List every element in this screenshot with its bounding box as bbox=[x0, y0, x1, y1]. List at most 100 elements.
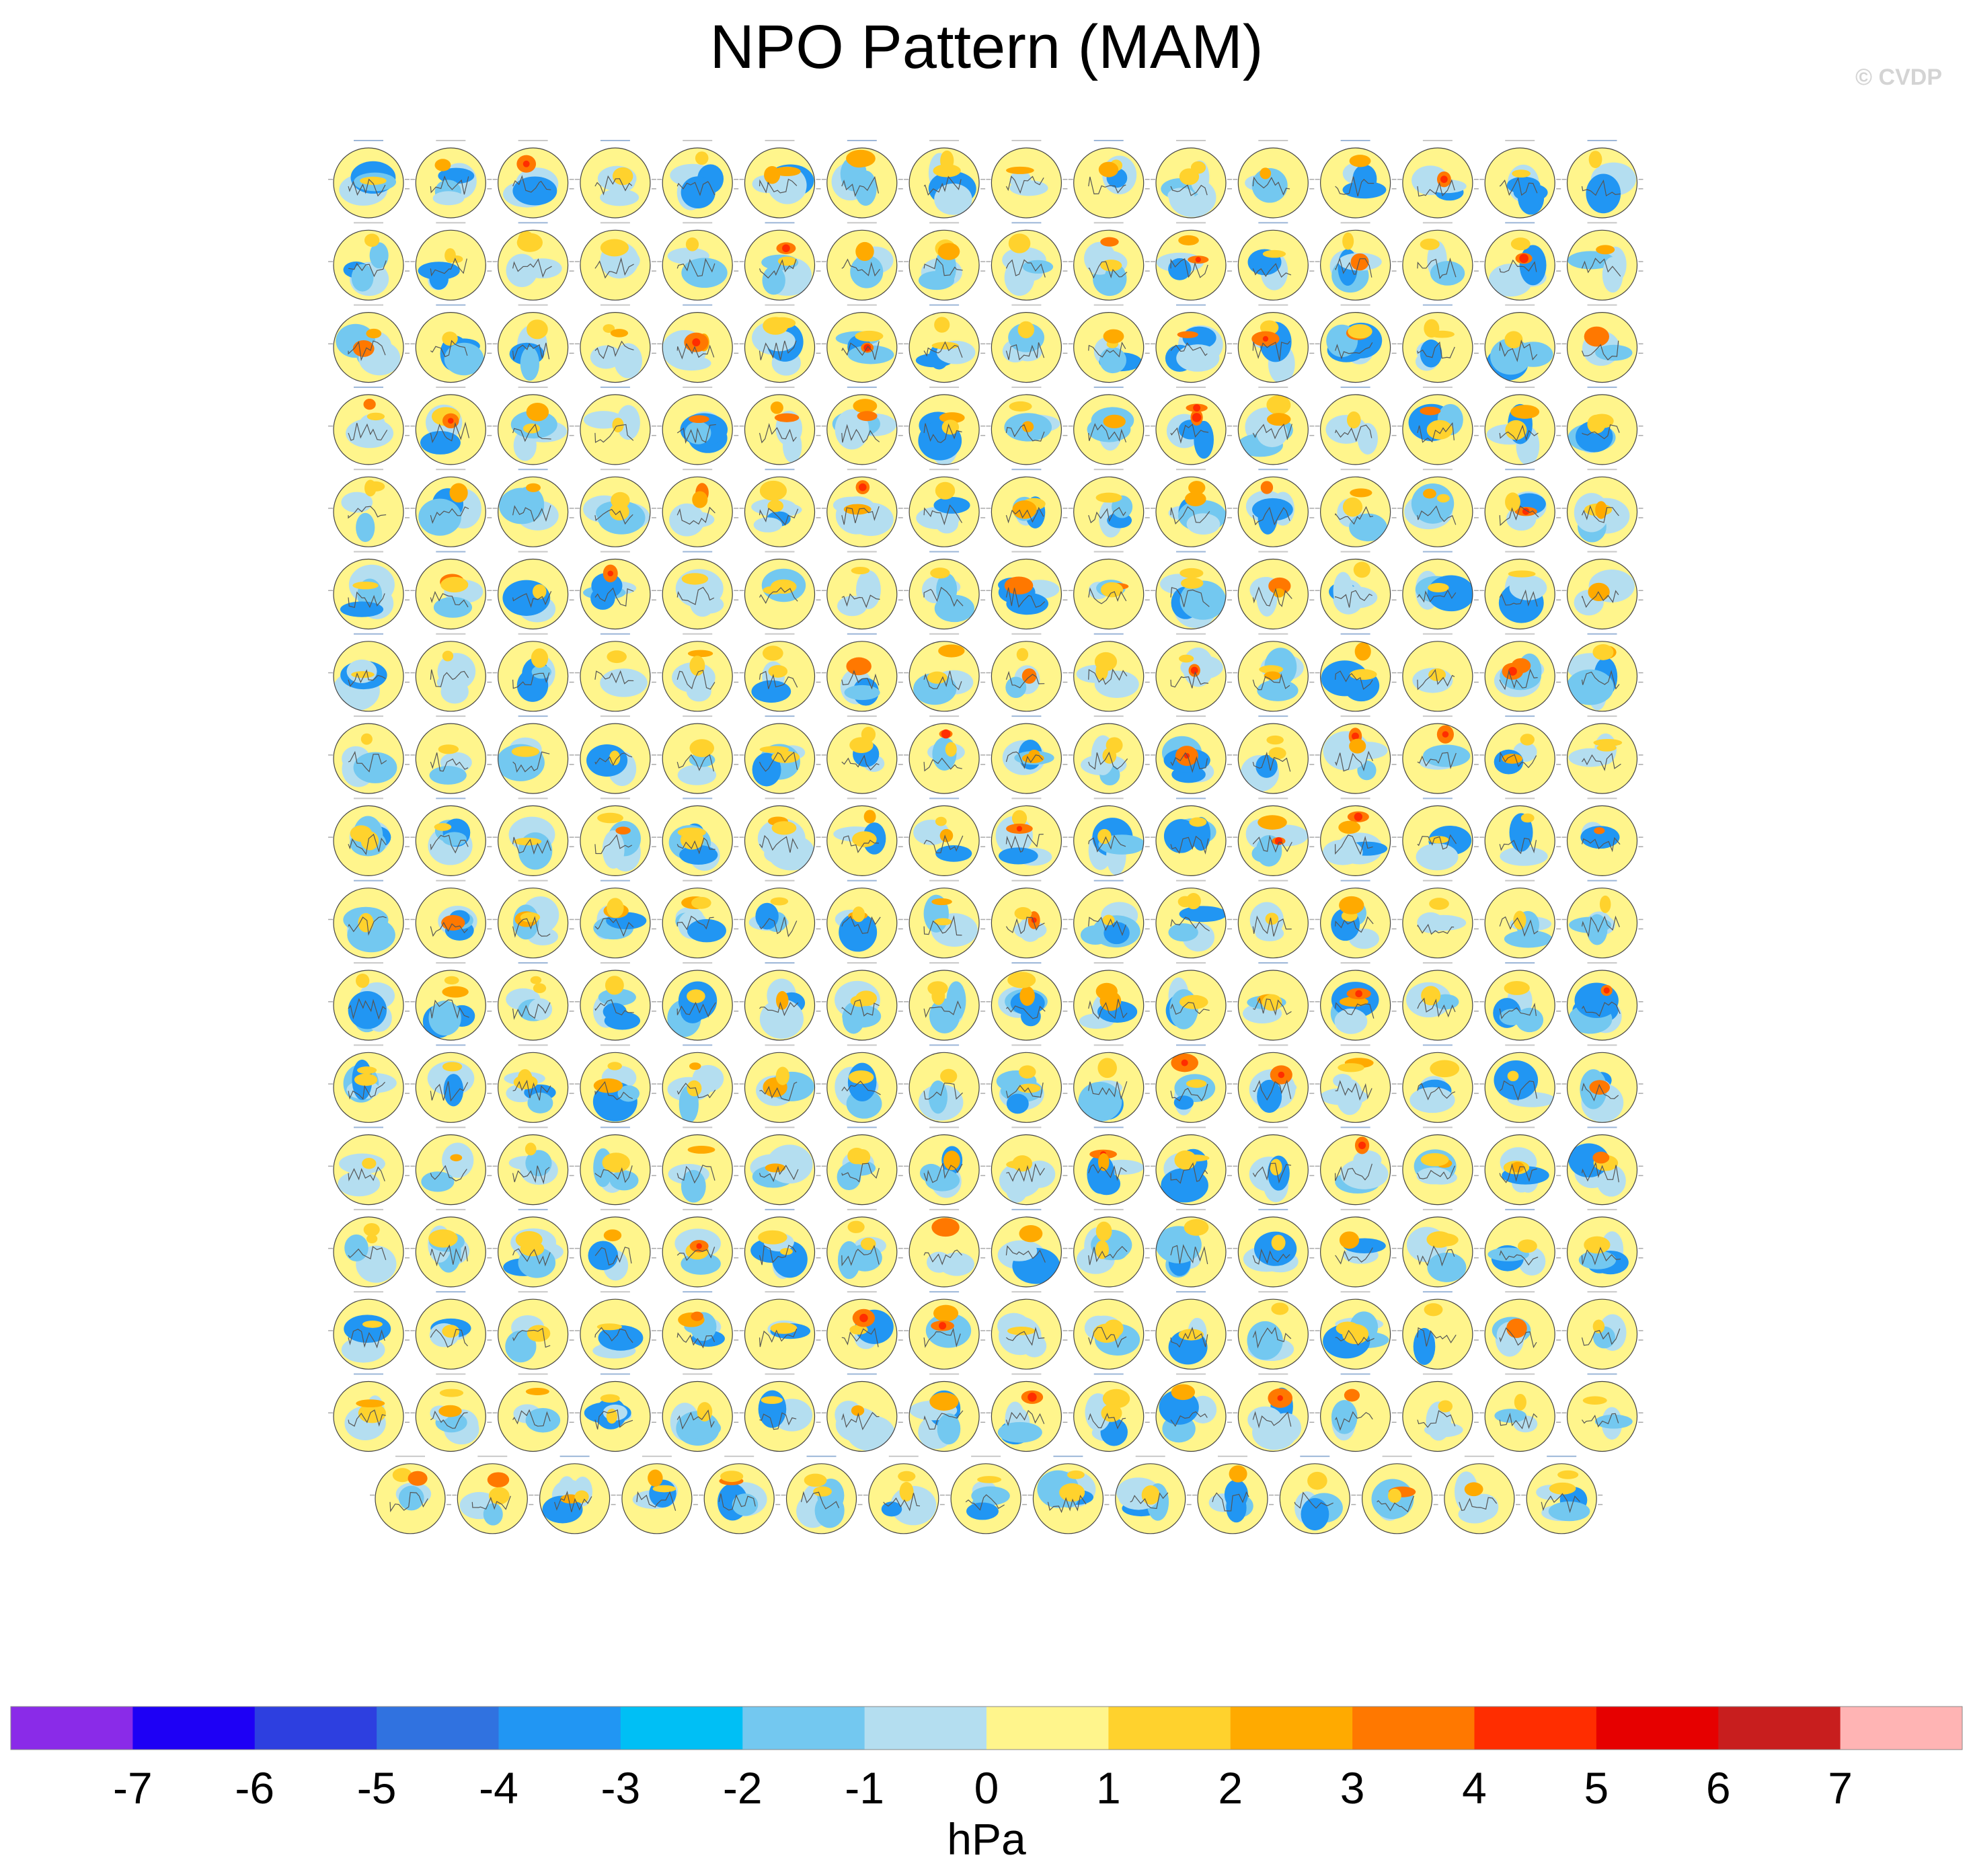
panel-side-label bbox=[904, 425, 909, 427]
panel-border bbox=[1237, 1380, 1309, 1452]
positive-anomaly bbox=[1021, 668, 1037, 684]
panel-side-label bbox=[1227, 672, 1232, 674]
coastline bbox=[923, 757, 962, 772]
panel-side-label bbox=[1227, 517, 1232, 518]
negative-anomaly bbox=[1513, 342, 1553, 367]
coastline bbox=[1006, 1163, 1045, 1182]
negative-anomaly bbox=[1179, 906, 1226, 923]
positive-anomaly bbox=[1426, 420, 1453, 440]
panel-side-label bbox=[405, 1257, 410, 1259]
panel-side-label bbox=[980, 846, 986, 847]
map-panel bbox=[328, 1208, 410, 1288]
panel-side-label bbox=[739, 672, 744, 674]
map-panel bbox=[986, 1373, 1068, 1452]
panel-title-stub bbox=[1505, 469, 1535, 471]
map-panel bbox=[1068, 304, 1150, 383]
panel-side-label bbox=[1145, 179, 1150, 180]
panel-border bbox=[1073, 147, 1145, 219]
panel-side-label bbox=[1315, 508, 1320, 509]
positive-anomaly bbox=[357, 1066, 377, 1074]
positive-anomaly bbox=[849, 737, 874, 753]
positive-anomaly bbox=[770, 897, 789, 906]
panel-border bbox=[826, 1134, 898, 1206]
coastline bbox=[1499, 1163, 1537, 1183]
positive-anomaly bbox=[855, 330, 884, 342]
panel-border bbox=[908, 1380, 980, 1452]
panel-title-stub bbox=[1011, 1044, 1042, 1046]
positive-anomaly bbox=[691, 1311, 703, 1321]
panel-border bbox=[1155, 476, 1227, 547]
panel-border bbox=[908, 1134, 980, 1206]
negative-anomaly bbox=[850, 255, 884, 288]
panel-side-label bbox=[1473, 1421, 1479, 1423]
panel-border bbox=[497, 147, 569, 219]
panel-side-label bbox=[651, 836, 656, 838]
panel-title-stub bbox=[600, 386, 630, 388]
coastline bbox=[923, 1083, 963, 1100]
panel-border bbox=[662, 229, 733, 301]
panel-side-label bbox=[487, 1339, 492, 1341]
negative-anomaly bbox=[520, 346, 540, 381]
positive-anomaly bbox=[1011, 810, 1028, 826]
positive-anomaly bbox=[1438, 1400, 1453, 1413]
panel-side-label bbox=[816, 270, 821, 272]
panel-title-stub bbox=[683, 386, 713, 388]
panel-side-label bbox=[739, 1001, 744, 1003]
coastline bbox=[759, 1328, 798, 1347]
panel-title-stub bbox=[1340, 715, 1370, 717]
panel-side-label bbox=[1391, 1421, 1397, 1423]
map-panel bbox=[821, 633, 903, 712]
panel-side-label bbox=[1556, 1421, 1561, 1423]
panel-border bbox=[991, 311, 1062, 383]
panel-side-label bbox=[1391, 352, 1397, 354]
positive-anomaly bbox=[759, 480, 787, 501]
positive-anomaly bbox=[1353, 561, 1370, 578]
panel-side-label bbox=[1638, 846, 1643, 847]
panel-border bbox=[1484, 476, 1555, 547]
positive-anomaly bbox=[1514, 1393, 1526, 1411]
panel-side-label bbox=[1473, 508, 1479, 509]
panel-side-label bbox=[492, 1412, 498, 1413]
panel-side-label bbox=[1638, 1421, 1643, 1423]
panel-border bbox=[415, 1052, 486, 1123]
panel-side-label bbox=[1473, 1093, 1479, 1094]
panel-title-stub bbox=[1093, 551, 1124, 553]
positive-anomaly bbox=[513, 837, 542, 846]
panel-side-label bbox=[1473, 352, 1479, 354]
panel-border bbox=[333, 723, 404, 794]
positive-anomaly-core bbox=[1190, 666, 1198, 674]
positive-anomaly bbox=[1505, 492, 1520, 512]
negative-anomaly bbox=[935, 845, 972, 862]
positive-anomaly bbox=[1260, 167, 1272, 180]
panel-title-stub bbox=[518, 880, 548, 882]
negative-anomaly bbox=[1258, 499, 1278, 535]
panel-title-stub bbox=[683, 1291, 713, 1293]
negative-anomaly bbox=[438, 167, 475, 184]
map-panel bbox=[574, 797, 656, 877]
coastline bbox=[512, 342, 550, 360]
map-panel bbox=[492, 222, 574, 301]
panel-title-stub bbox=[683, 222, 713, 224]
panel-title-stub bbox=[1093, 1208, 1124, 1210]
map-panel bbox=[1479, 469, 1561, 547]
coastline bbox=[1417, 1327, 1457, 1347]
coastline bbox=[759, 1165, 799, 1183]
coastline bbox=[512, 1409, 551, 1427]
panel-title-stub bbox=[354, 1044, 383, 1046]
positive-anomaly bbox=[1265, 912, 1279, 925]
map-panel bbox=[657, 551, 739, 630]
coastline bbox=[841, 1411, 880, 1431]
panel-side-label bbox=[657, 590, 662, 591]
panel-side-label bbox=[1309, 928, 1315, 930]
panel-side-label bbox=[1145, 188, 1150, 190]
map-panel bbox=[574, 715, 656, 794]
panel-side-label bbox=[492, 425, 498, 427]
coastline bbox=[348, 260, 387, 278]
panel-border bbox=[826, 1052, 898, 1123]
coastline bbox=[430, 921, 468, 937]
panel-side-label bbox=[986, 425, 991, 427]
panel-side-label bbox=[1391, 754, 1397, 756]
negative-anomaly bbox=[1167, 188, 1195, 204]
positive-anomaly bbox=[681, 573, 709, 585]
panel-side-label bbox=[487, 517, 492, 518]
